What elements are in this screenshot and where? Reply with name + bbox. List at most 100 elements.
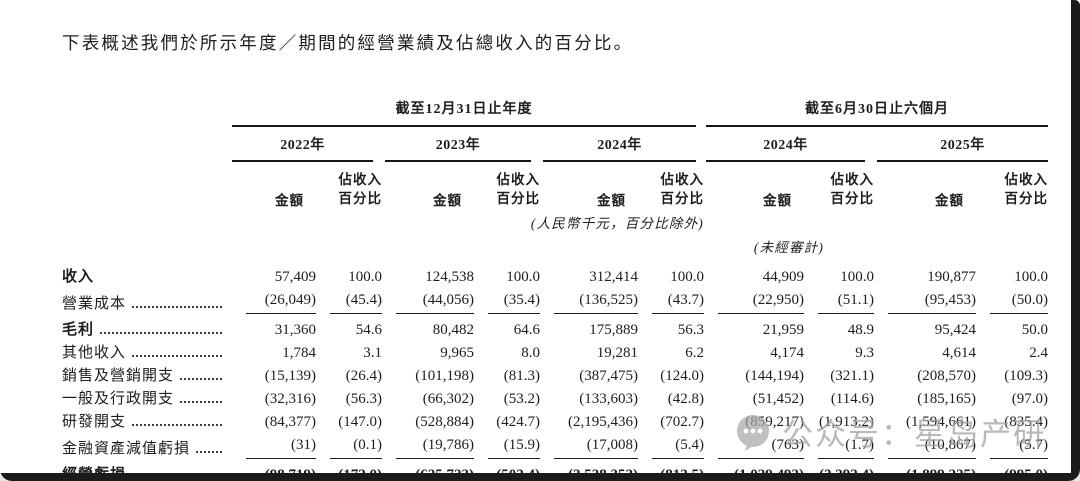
- table-row: 營業成本 (26,049) (45.4) (44,056) (35.4) (136,52…: [62, 290, 1054, 314]
- cell-percentage: (35.4): [474, 290, 540, 314]
- pct-header-line2: 百分比: [338, 190, 382, 206]
- row-label-text: 研發開支: [62, 413, 127, 430]
- cell-percentage: (424.7): [496, 413, 540, 430]
- cell-amount: (136,525): [540, 290, 638, 314]
- row-label-text: 一般及行政開支: [62, 390, 175, 407]
- cell-percentage: (114.6): [830, 390, 874, 407]
- cell-amount: 44,909: [762, 268, 804, 285]
- cell-percentage: 2.4: [1029, 344, 1048, 361]
- row-label-text: 金融資產減值虧損: [62, 440, 191, 457]
- cell-percentage: 8.0: [521, 344, 540, 361]
- dot-leader: [132, 423, 222, 426]
- amount-header: 金額: [597, 192, 626, 208]
- dot-leader: [132, 305, 222, 308]
- row-label: 收入: [62, 267, 232, 287]
- cell-amount: (763): [704, 435, 804, 459]
- table-row: 一般及行政開支 (32,316) (56.3) (66,302) (53.2) (133…: [62, 389, 1054, 409]
- dot-leader: [180, 400, 222, 403]
- cell-amount: (144,194): [745, 367, 804, 384]
- cell-amount: (208,570): [917, 367, 976, 384]
- screenshot-right-edge: [1071, 0, 1080, 481]
- cell-percentage: 9.3: [855, 344, 874, 361]
- cell-percentage: 6.2: [685, 344, 704, 361]
- cell-percentage: (53.2): [503, 390, 540, 407]
- cell-percentage: 64.6: [513, 321, 540, 338]
- cell-percentage: (81.3): [503, 367, 540, 384]
- dot-leader: [180, 377, 222, 380]
- row-label: 營業成本: [62, 294, 232, 314]
- cell-amount: (31): [232, 435, 316, 459]
- units-note: (人民幣千元，百分比除外): [530, 215, 704, 231]
- cell-percentage: (45.4): [316, 290, 382, 314]
- cell-amount: 312,414: [589, 268, 638, 285]
- cell-amount: (95,453): [874, 290, 976, 314]
- amount-header: 金額: [275, 192, 304, 208]
- cell-amount: (185,165): [917, 390, 976, 407]
- cell-amount: (10,867): [874, 435, 976, 459]
- dot-leader: [132, 354, 222, 357]
- cell-amount: 4,174: [770, 344, 804, 361]
- table-body: 收入 57,409 100.0 124,538 100.0 312,414 100.0 44…: [62, 267, 1054, 481]
- cell-amount: 190,877: [927, 268, 976, 285]
- cell-percentage: 100.0: [670, 268, 704, 285]
- year-header-2024: 2024年: [543, 134, 696, 162]
- cell-percentage: (5.7): [976, 435, 1048, 459]
- cell-amount: (2,195,436): [568, 413, 638, 430]
- cell-percentage: 100.0: [348, 268, 382, 285]
- cell-amount: (859,217): [745, 413, 804, 430]
- cell-amount: 9,965: [440, 344, 474, 361]
- group-header-six-months: 截至6月30日止六個月: [706, 98, 1048, 127]
- cell-amount: 95,424: [934, 321, 976, 338]
- cell-amount: 124,538: [425, 268, 474, 285]
- cell-percentage: (702.7): [660, 413, 704, 430]
- cell-percentage: (97.0): [1011, 390, 1048, 407]
- table-row: 銷售及營銷開支 (15,139) (26.4) (101,198) (81.3) (38…: [62, 366, 1054, 386]
- cell-percentage: (1.7): [804, 435, 874, 459]
- cell-amount: (133,603): [579, 390, 638, 407]
- pct-header-line1: 佔收入: [496, 172, 540, 187]
- group-header-row: 截至12月31日止年度 截至6月30日止六個月: [62, 98, 1054, 127]
- cell-percentage: 56.3: [677, 321, 704, 338]
- cell-amount: (66,302): [422, 390, 474, 407]
- subcolumn-header-row: 金額 佔收入 百分比 金額 佔收入 百分比 金額 佔收入 百分比 金額 佔收入 百分比 …: [62, 171, 1054, 209]
- units-note-row: (人民幣千元，百分比除外): [62, 212, 1054, 232]
- cell-amount: 175,889: [589, 321, 638, 338]
- row-label-text: 毛利: [62, 321, 95, 338]
- group-header-annual: 截至12月31日止年度: [232, 98, 696, 127]
- cell-percentage: (124.0): [660, 367, 704, 384]
- cell-amount: 31,360: [274, 321, 316, 338]
- cell-percentage: (0.1): [316, 435, 382, 459]
- cell-amount: (26,049): [232, 290, 316, 314]
- cell-amount: 1,784: [282, 344, 316, 361]
- amount-header: 金額: [433, 192, 462, 208]
- cell-percentage: 100.0: [840, 268, 874, 285]
- cell-percentage: 48.9: [847, 321, 874, 338]
- row-label: 其他收入: [62, 343, 232, 363]
- cell-percentage: (26.4): [345, 367, 382, 384]
- row-label: 毛利: [62, 320, 232, 340]
- cell-amount: (32,316): [264, 390, 316, 407]
- row-label-text: 收入: [62, 268, 95, 285]
- table-row: 收入 57,409 100.0 124,538 100.0 312,414 100.0 44…: [62, 267, 1054, 287]
- cell-amount: 57,409: [274, 268, 316, 285]
- cell-amount: 21,959: [762, 321, 804, 338]
- percentage-header: 佔收入 百分比: [474, 171, 540, 209]
- cell-amount: (528,884): [415, 413, 474, 430]
- cell-percentage: 54.6: [355, 321, 382, 338]
- cell-amount: (84,377): [264, 413, 316, 430]
- cell-amount: (51,452): [752, 390, 804, 407]
- dot-leader: [196, 450, 222, 453]
- amount-header: 金額: [763, 192, 792, 208]
- cell-amount: (22,950): [704, 290, 804, 314]
- cell-percentage: 100.0: [1014, 268, 1048, 285]
- pct-header-line1: 佔收入: [338, 172, 382, 187]
- cell-amount: (17,008): [540, 435, 638, 459]
- pct-header-line2: 百分比: [1004, 190, 1048, 206]
- table-row: 其他收入 1,784 3.1 9,965 8.0 19,281 6.2 4,174 9.3 4,…: [62, 343, 1054, 363]
- cell-percentage: (42.8): [667, 390, 704, 407]
- row-label-text: 營業成本: [62, 295, 127, 312]
- pct-header-line1: 佔收入: [1004, 172, 1048, 187]
- cell-amount: 19,281: [596, 344, 638, 361]
- pct-header-line1: 佔收入: [660, 172, 704, 187]
